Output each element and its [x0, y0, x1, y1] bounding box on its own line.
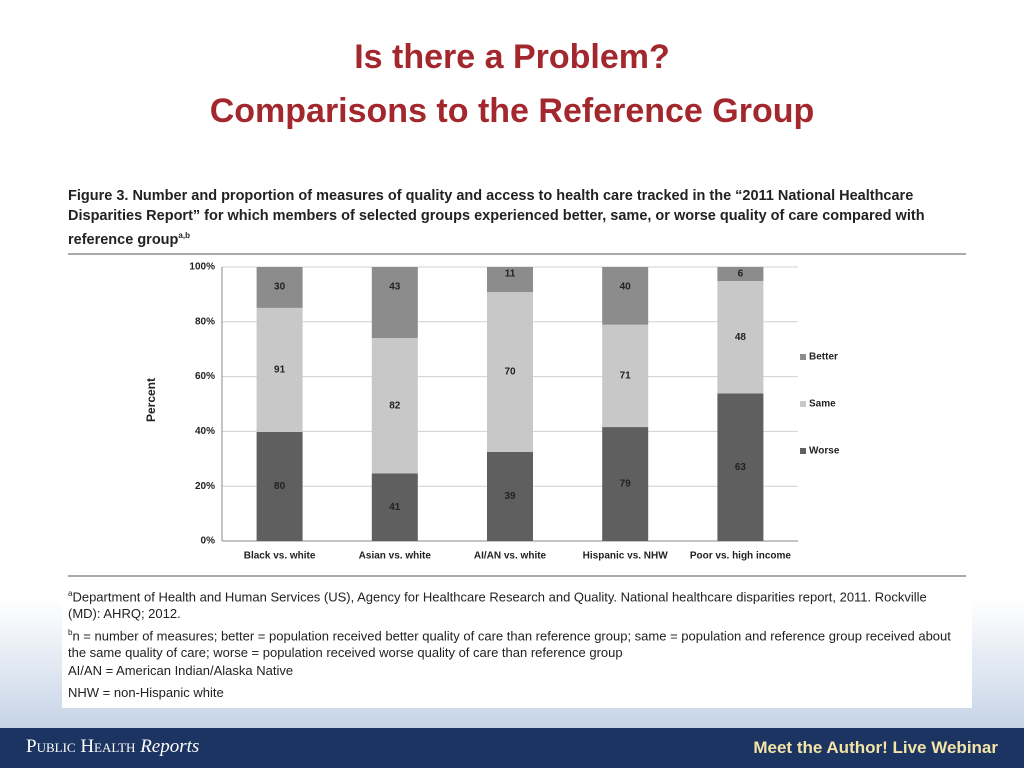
note-marker: a [68, 589, 73, 598]
data-label: 63 [735, 462, 747, 473]
data-label: 70 [504, 367, 516, 378]
note-marker: b [68, 628, 73, 637]
legend-label: Same [809, 399, 836, 410]
figure-caption: Figure 3. Number and proportion of measu… [68, 186, 968, 250]
bar-segment [371, 267, 418, 338]
note-text: Department of Health and Human Services … [68, 589, 927, 622]
data-label: 39 [504, 491, 516, 502]
bar-segment [487, 267, 533, 293]
slide-title: Is there a Problem? [354, 38, 670, 76]
note: NHW = non-Hispanic white [68, 685, 224, 700]
note-text: n = number of measures; better = populat… [68, 628, 951, 661]
bar-segment [371, 473, 418, 541]
data-label: 79 [620, 479, 632, 490]
x-tick-label: Poor vs. high income [690, 551, 792, 562]
journal: Public Health [26, 736, 136, 757]
bar-segment [256, 307, 303, 432]
y-tick-label: 60% [195, 371, 215, 382]
y-tick-label: 20% [195, 481, 215, 492]
bar-segment [371, 337, 418, 474]
legend-swatch [800, 401, 806, 407]
y-tick-label: 80% [195, 316, 215, 327]
legend-swatch [800, 354, 806, 360]
legend-swatch [800, 448, 806, 454]
webinar: Meet the Author! Live Webinar [753, 738, 998, 757]
data-label: 11 [505, 269, 516, 280]
data-label: 80 [274, 481, 286, 492]
y-tick-label: 100% [189, 262, 215, 273]
bar-segment [256, 431, 303, 541]
data-label: 40 [620, 282, 632, 293]
bar-segment [717, 393, 764, 541]
bar-segment [717, 267, 764, 282]
x-tick-label: Asian vs. white [359, 551, 432, 562]
caption-text: Figure 3. Number and proportion of measu… [68, 188, 925, 248]
legend-label: Worse [809, 446, 840, 457]
data-label: 91 [274, 365, 286, 376]
bar-segment [256, 267, 303, 308]
journal-name: Public Health Reports [26, 736, 199, 758]
journal-italic: Reports [140, 736, 200, 757]
x-tick-label: Hispanic vs. NHW [583, 551, 669, 562]
legend-label: Better [809, 352, 838, 363]
data-label: 82 [389, 400, 401, 411]
bar-segment [602, 267, 649, 325]
y-axis-label: Percent [144, 378, 158, 422]
footer: Public Health Reports Meet the Author! L… [0, 728, 1024, 768]
x-tick-label: Black vs. white [244, 551, 316, 562]
data-label: 71 [620, 371, 632, 382]
note: bn = number of measures; better = popula… [68, 624, 958, 661]
data-label: 30 [274, 282, 286, 293]
y-tick-label: 40% [195, 426, 215, 437]
y-tick-label: 0% [201, 536, 216, 547]
data-label: 41 [389, 502, 401, 513]
note: aDepartment of Health and Human Services… [68, 585, 958, 622]
bar-segment [487, 292, 533, 452]
bar-segment [717, 281, 764, 394]
bar-segment [602, 427, 649, 541]
data-label: 6 [738, 269, 744, 280]
data-label: 43 [389, 282, 401, 293]
slide-subtitle: Comparisons to the Reference Group [209, 92, 815, 130]
bar-segment [487, 451, 533, 541]
x-tick-label: AI/AN vs. white [474, 551, 547, 562]
caption-sup: a,b [178, 231, 190, 240]
note: AI/AN = American Indian/Alaska Native [68, 663, 294, 678]
bar-segment [602, 324, 649, 428]
data-label: 48 [735, 332, 747, 343]
